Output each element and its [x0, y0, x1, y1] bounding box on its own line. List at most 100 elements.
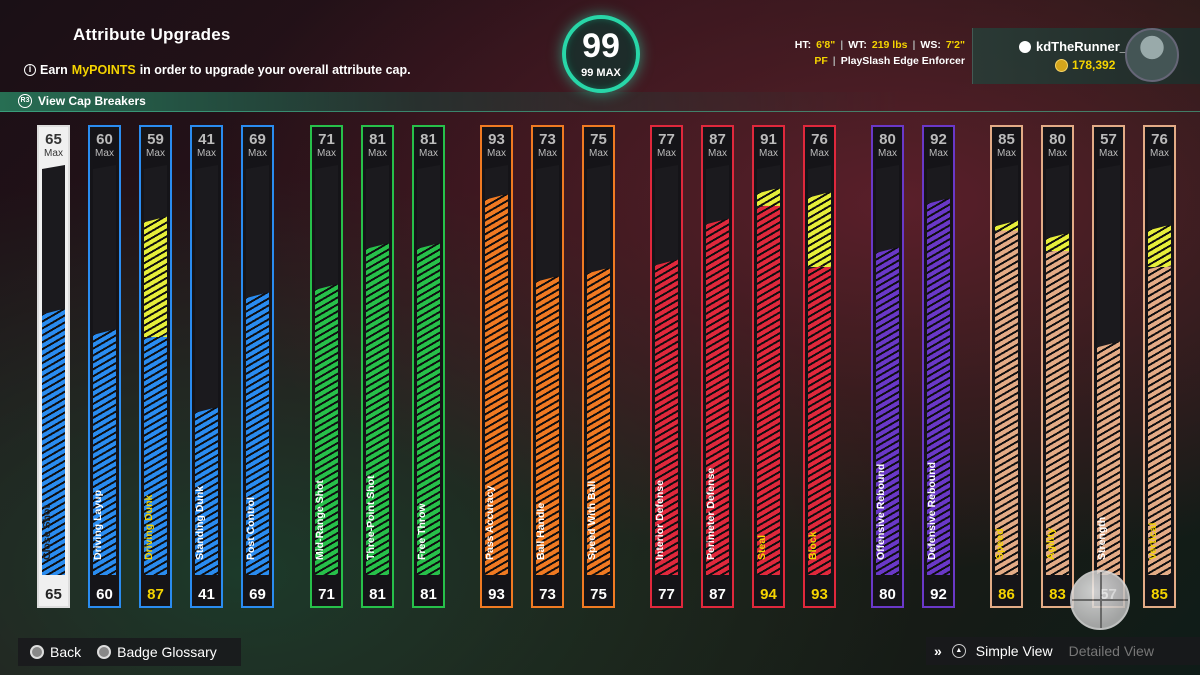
attribute-upgrade-fill [757, 187, 780, 206]
attribute-track [195, 165, 218, 575]
attribute-column[interactable]: 41 Max Standing Dunk 41 [190, 125, 223, 608]
attribute-column[interactable]: 80 Max Offensive Rebound 80 [871, 125, 904, 608]
attribute-max-label: Max [368, 148, 387, 159]
earn-note: i Earn MyPOINTS in order to upgrade your… [24, 63, 411, 77]
attribute-column[interactable]: 75 Max Speed With Ball 75 [582, 125, 615, 608]
attribute-max-label: Max [419, 148, 438, 159]
attribute-column[interactable]: 76 Max Block 93 [803, 125, 836, 608]
attribute-max-label: Max [248, 148, 267, 159]
attribute-max-label: Max [759, 148, 778, 159]
attribute-max-value: 41 [198, 131, 215, 148]
attribute-current-value: 77 [658, 586, 675, 603]
attribute-column[interactable]: 65 Max Close Shot 65 [37, 125, 70, 608]
attribute-fill [995, 226, 1018, 575]
attribute-max-value: 85 [998, 131, 1015, 148]
attribute-column[interactable]: 69 Max Post Control 69 [241, 125, 274, 608]
earn-note-prefix: Earn [40, 63, 68, 77]
attribute-fill [587, 267, 610, 575]
attribute-max-value: 75 [590, 131, 607, 148]
attribute-column[interactable]: 57MaxStrength57 [1092, 125, 1125, 608]
attribute-column[interactable]: 73 Max Ball Handle 73 [531, 125, 564, 608]
attribute-name: Interior Defense [654, 480, 666, 560]
attribute-column[interactable]: 91 Max Steal 94 [752, 125, 785, 608]
attribute-fill [144, 333, 167, 575]
attribute-track [927, 165, 950, 575]
attribute-name: Standing Dunk [194, 485, 206, 560]
circle-button-icon [30, 645, 44, 659]
attribute-fill [42, 308, 65, 575]
attribute-upgrade-fill [1148, 224, 1171, 268]
attribute-column[interactable]: 85 Max Speed 86 [990, 125, 1023, 608]
attribute-name: Free Throw [416, 503, 428, 560]
attribute-column[interactable]: 77 Max Interior Defense 77 [650, 125, 683, 608]
attribute-max-value: 57 [1100, 131, 1117, 148]
attribute-current-value: 75 [590, 586, 607, 603]
attribute-current-value: 69 [249, 586, 266, 603]
attribute-max-value: 73 [539, 131, 556, 148]
attribute-name: Three-Point Shot [365, 475, 377, 560]
attribute-current-value: 93 [811, 586, 828, 603]
simple-view-tab[interactable]: Simple View [975, 643, 1053, 659]
attribute-track [757, 165, 780, 575]
attribute-max-value: 77 [658, 131, 675, 148]
attribute-fill [1097, 341, 1120, 575]
build-name: PlaySlash Edge Enforcer [840, 55, 965, 67]
attribute-name: Close Shot [41, 505, 53, 560]
back-button[interactable]: Back [30, 644, 81, 660]
attribute-track [315, 165, 338, 575]
badge-glossary-label: Badge Glossary [117, 644, 217, 660]
attribute-name: Speed [994, 528, 1006, 560]
attribute-fill [93, 329, 116, 575]
attribute-column[interactable]: 93 Max Pass Accuracy 93 [480, 125, 513, 608]
attribute-name: Speed With Ball [586, 480, 598, 560]
attribute-max-value: 76 [811, 131, 828, 148]
view-cap-breakers-button[interactable]: R3 View Cap Breakers [18, 94, 146, 108]
attribute-max-value: 87 [709, 131, 726, 148]
attribute-current-value: 81 [420, 586, 437, 603]
attribute-fill [485, 193, 508, 575]
badge-glossary-button[interactable]: Badge Glossary [97, 644, 217, 660]
attribute-max-label: Max [1150, 148, 1169, 159]
attribute-max-value: 65 [45, 131, 62, 148]
wingspan-value: 7'2" [945, 39, 965, 51]
attribute-column[interactable]: 71 Max Mid-Range Shot 71 [310, 125, 343, 608]
attribute-fill [927, 197, 950, 575]
attribute-fill [876, 247, 899, 575]
info-icon: i [24, 64, 36, 76]
attribute-column[interactable]: 59 Max Driving Dunk 87 [139, 125, 172, 608]
attribute-max-value: 71 [318, 131, 335, 148]
attribute-max-value: 80 [1049, 131, 1066, 148]
detailed-view-tab[interactable]: Detailed View [1068, 643, 1154, 659]
attribute-name: Pass Accuracy [484, 485, 496, 560]
attribute-column[interactable]: 87 Max Perimeter Defense 87 [701, 125, 734, 608]
attribute-current-value: 94 [760, 586, 777, 603]
attribute-name: Post Control [245, 497, 257, 560]
attribute-column[interactable]: 76 Max Vertical 85 [1143, 125, 1176, 608]
attribute-upgrade-fill [1046, 232, 1069, 251]
playstation-icon [1019, 40, 1031, 53]
view-cap-breakers-label: View Cap Breakers [38, 94, 146, 108]
attribute-column[interactable]: 92 Max Defensive Rebound 92 [922, 125, 955, 608]
attribute-fill [536, 275, 559, 575]
attribute-max-label: Max [317, 148, 336, 159]
view-toggle: » ▲ Simple View Detailed View [926, 637, 1200, 665]
height-value: 6'8" [816, 39, 836, 51]
weight-label: WT: [848, 39, 867, 51]
attribute-column[interactable]: 80 Max Agility 83 [1041, 125, 1074, 608]
earn-note-suffix: in order to upgrade your overall attribu… [139, 63, 411, 77]
attribute-fill [315, 283, 338, 575]
attribute-upgrade-fill [808, 191, 831, 268]
attribute-max-value: 93 [488, 131, 505, 148]
overall-rating-value: 99 [582, 27, 620, 65]
attribute-column[interactable]: 81 Max Free Throw 81 [412, 125, 445, 608]
attribute-name: Mid-Range Shot [314, 480, 326, 560]
attribute-track [1148, 165, 1171, 575]
attribute-column[interactable]: 81 Max Three-Point Shot 81 [361, 125, 394, 608]
attribute-upgrade-fill [995, 220, 1018, 231]
attribute-column[interactable]: 60 Max Driving Layup 60 [88, 125, 121, 608]
attribute-max-label: Max [1048, 148, 1067, 159]
height-label: HT: [794, 39, 812, 51]
attribute-name: Offensive Rebound [875, 463, 887, 560]
attribute-track [417, 165, 440, 575]
